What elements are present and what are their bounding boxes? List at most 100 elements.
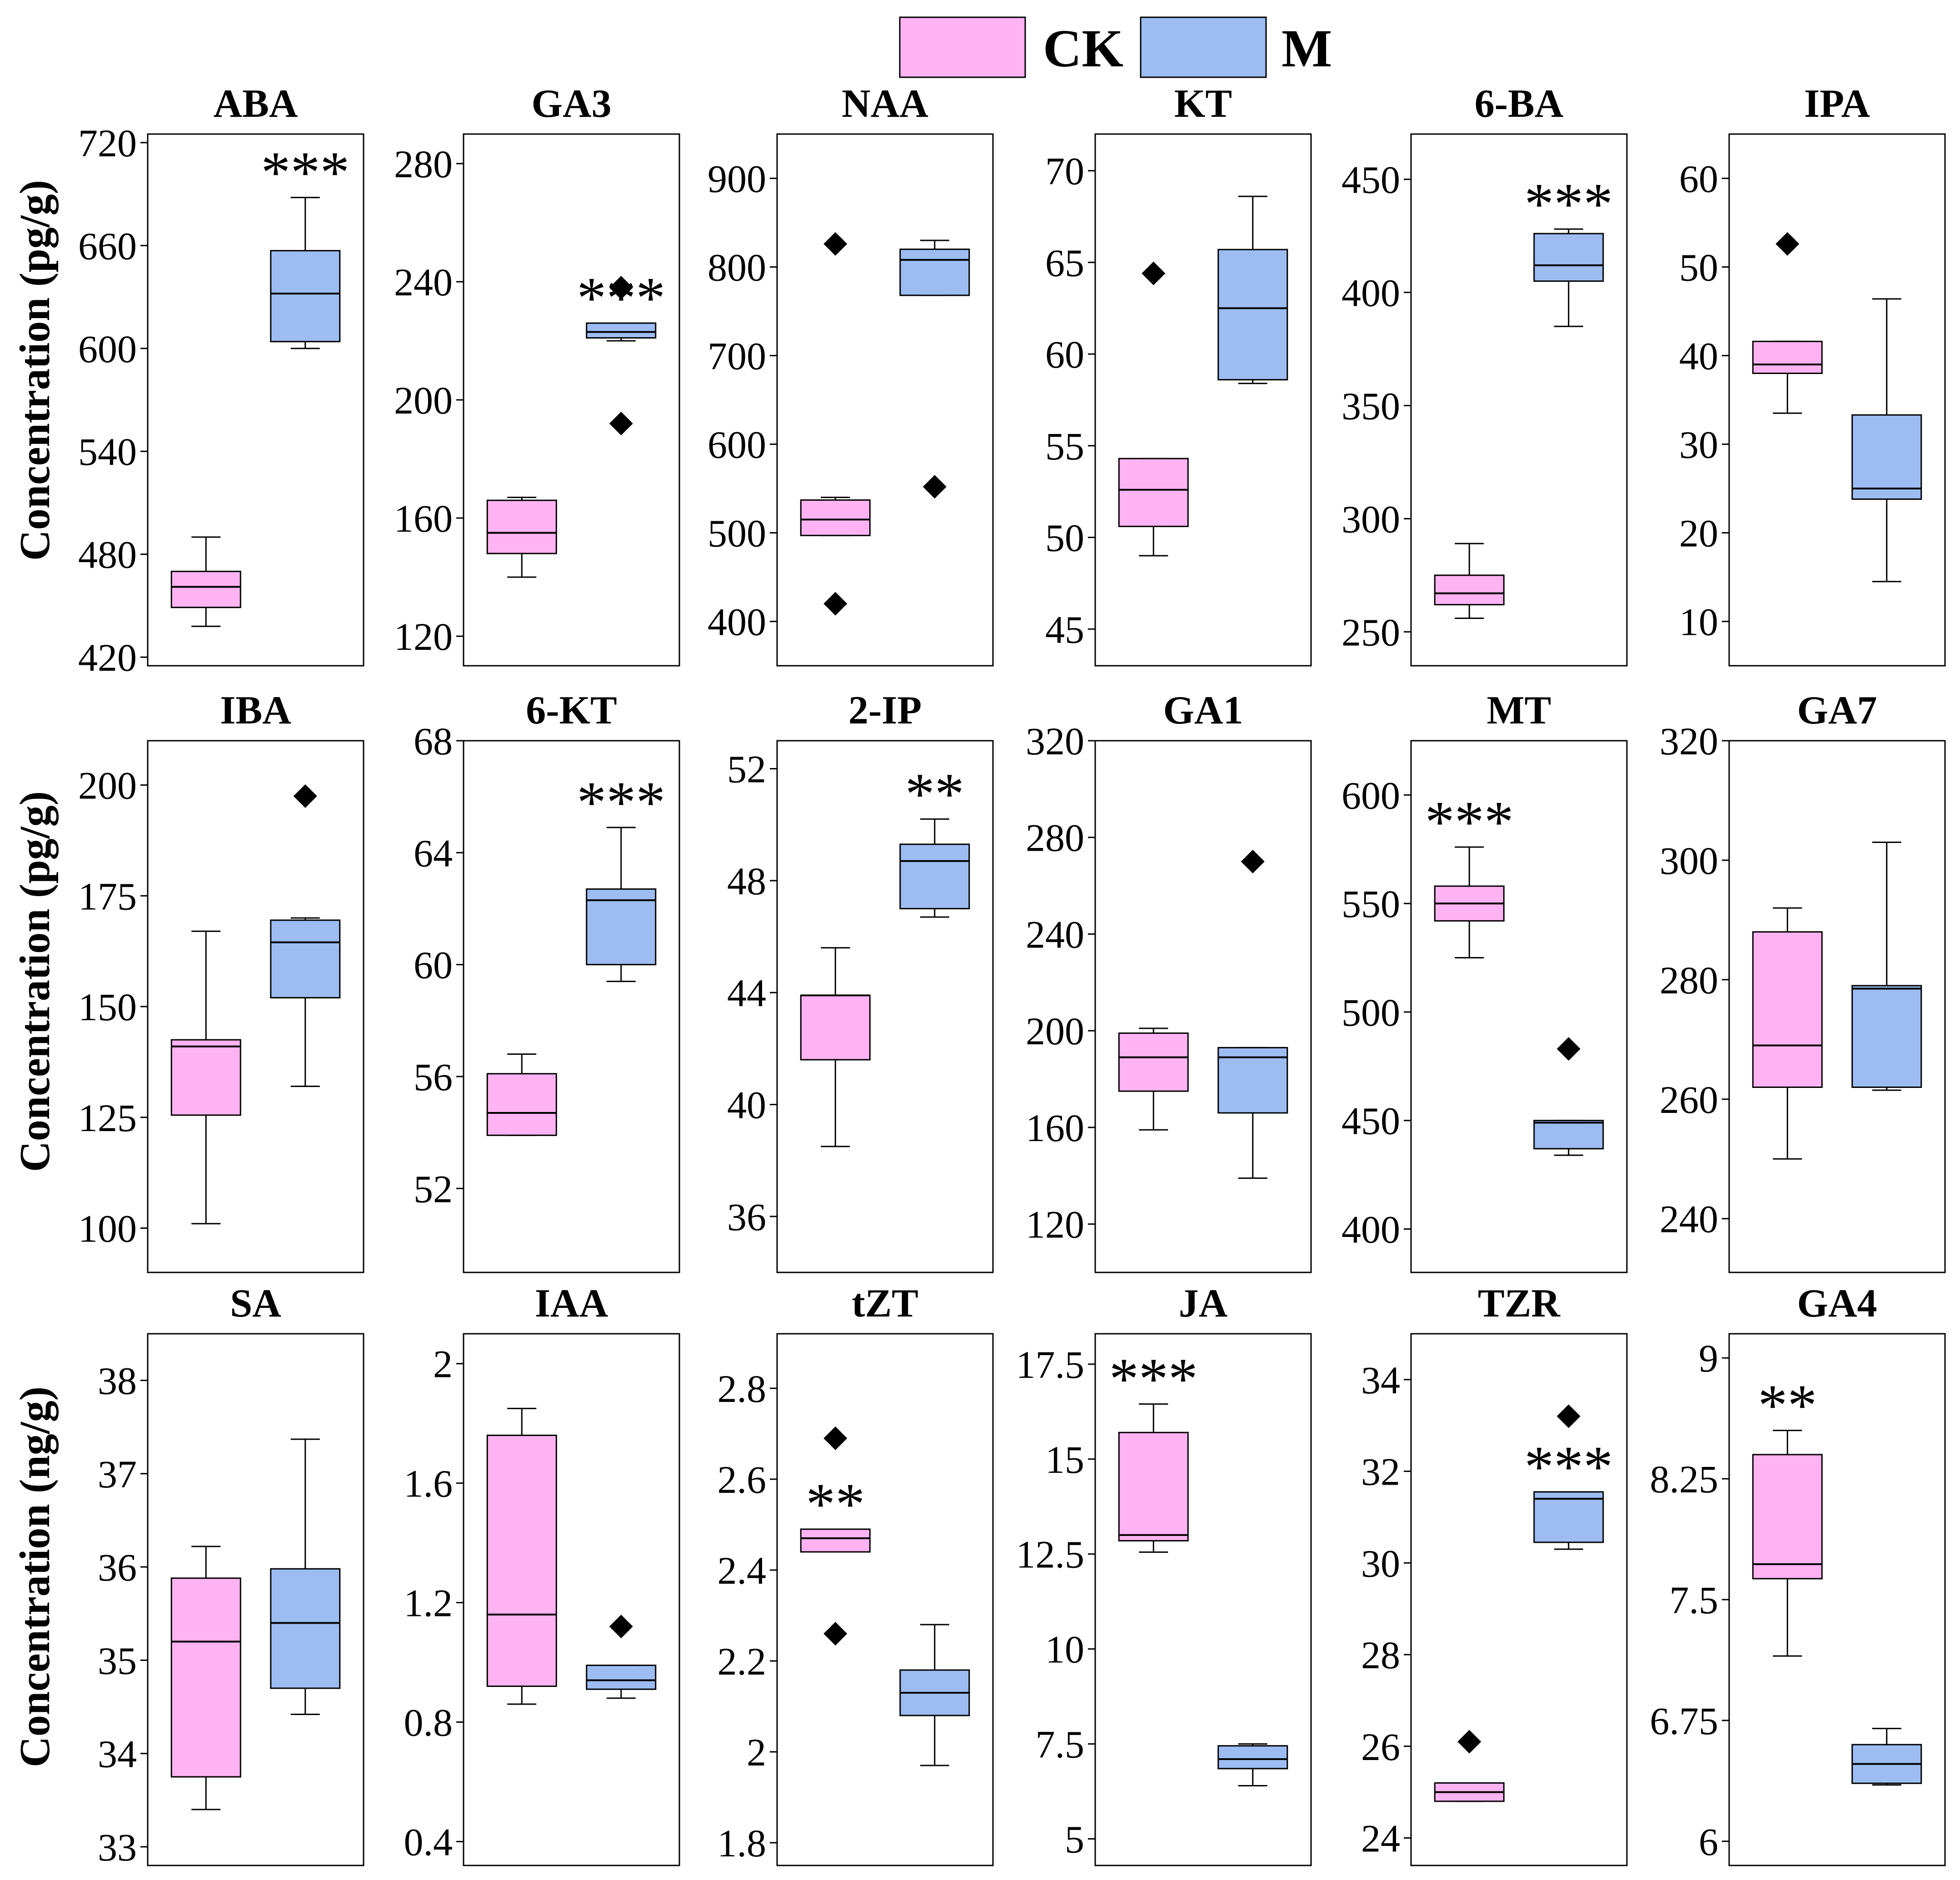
y-tick-label: 900 [708, 157, 766, 201]
y-tick-label: 720 [78, 121, 137, 165]
box-iqr [1752, 340, 1823, 374]
panel-title: tZT [852, 1282, 918, 1326]
box-iqr [1533, 233, 1604, 282]
legend-swatch-m [1140, 16, 1267, 78]
y-tick-label: 28 [1361, 1633, 1400, 1677]
y-tick-label: 250 [1342, 610, 1400, 654]
panel-ga3: GA3 120 160 200 240 280 *** [394, 82, 680, 667]
panel-ga7: GA7 240 260 280 300 320 [1660, 688, 1946, 1273]
box-iqr [586, 1665, 657, 1690]
box-iqr [1217, 1047, 1288, 1114]
plot-frame [147, 133, 364, 667]
panel-title: MT [1487, 688, 1551, 733]
box-m [270, 784, 341, 1087]
y-tick-label: 280 [394, 142, 453, 186]
y-tick-label: 160 [1026, 1106, 1084, 1150]
box-iqr [170, 1039, 241, 1116]
box-ck [486, 1053, 557, 1136]
significance-label: *** [1524, 171, 1613, 237]
box-iqr [1752, 931, 1823, 1088]
plot-frame [776, 133, 994, 667]
box-m [270, 197, 341, 349]
plot-frame [1094, 1333, 1312, 1866]
y-tick-label: 300 [1660, 839, 1718, 883]
panel-mt: MT 400 450 500 550 600 *** [1342, 688, 1628, 1273]
box-iqr [800, 1528, 871, 1553]
y-tick-label: 320 [1026, 719, 1084, 763]
box-ck [1752, 907, 1823, 1160]
y-tick-label: 660 [78, 224, 137, 268]
y-tick-label: 12.5 [1016, 1533, 1085, 1576]
box-iqr [486, 1073, 557, 1136]
y-tick-label: 200 [1026, 1009, 1084, 1053]
y-tick-label: 600 [1342, 773, 1400, 817]
y-tick-label: 2 [747, 1730, 766, 1774]
box-iqr [1118, 1431, 1189, 1541]
y-tick-label: 24 [1361, 1816, 1400, 1860]
y-tick-label: 320 [1660, 719, 1718, 763]
significance-label: *** [1524, 1434, 1613, 1500]
y-tick-label: 7.5 [1036, 1723, 1085, 1766]
y-tick-label: 2.6 [718, 1458, 767, 1501]
y-tick-label: 64 [414, 831, 453, 875]
box-iqr [586, 322, 657, 339]
box-ck [1434, 1730, 1505, 1802]
box-m [1851, 841, 1922, 1091]
box-iqr [800, 499, 871, 536]
plot-frame [463, 1333, 680, 1866]
legend-swatch-ck [899, 16, 1026, 78]
y-tick-label: 400 [1342, 271, 1400, 315]
box-ck [800, 232, 871, 616]
box-iqr [800, 994, 871, 1061]
panel-title: 6-KT [526, 688, 617, 733]
panel-title: GA4 [1797, 1282, 1877, 1326]
y-tick-label: 200 [394, 379, 453, 422]
y-tick-label: 6.75 [1650, 1699, 1719, 1743]
outlier-point [923, 475, 947, 499]
y-tick-label: 800 [708, 246, 766, 289]
panel-title: IAA [535, 1282, 608, 1326]
y-tick-label: 280 [1660, 958, 1718, 1002]
box-m [270, 1438, 341, 1715]
y-tick-label: 160 [394, 497, 453, 540]
outlier-point [823, 1622, 848, 1646]
plot-frame [1728, 133, 1946, 667]
box-iqr [486, 499, 557, 554]
box-iqr [486, 1434, 557, 1687]
panel-tzt: tZT 1.8 2 2.2 2.4 2.6 2.8 ** [718, 1282, 994, 1866]
box-m [586, 1615, 657, 1699]
box-iqr [1752, 1454, 1823, 1580]
box-iqr [270, 1568, 341, 1689]
y-tick-label: 40 [727, 1083, 766, 1127]
panel-title: 6-BA [1475, 82, 1564, 126]
box-m [899, 239, 970, 499]
plot-frame [463, 740, 680, 1273]
significance-label: *** [1109, 1346, 1198, 1412]
plot-frame [147, 1333, 364, 1866]
y-tick-label: 450 [1342, 158, 1400, 202]
box-m [586, 276, 657, 435]
y-tick-label: 2 [433, 1342, 453, 1386]
box-iqr [899, 249, 970, 296]
box-ck [1752, 1430, 1823, 1657]
box-iqr [170, 1577, 241, 1778]
y-tick-label: 100 [78, 1207, 137, 1251]
box-m [899, 818, 970, 918]
legend: CK M [899, 16, 1332, 78]
y-tick-label: 120 [394, 615, 453, 658]
y-tick-label: 540 [78, 430, 137, 474]
y-tick-label: 200 [78, 764, 137, 808]
y-tick-label: 600 [708, 423, 766, 467]
plot-frame [776, 1333, 994, 1866]
y-tick-label: 5 [1065, 1818, 1084, 1861]
panel-title: JA [1179, 1282, 1228, 1326]
plot-frame [463, 133, 680, 667]
y-tick-label: 125 [78, 1096, 137, 1140]
box-ck [1118, 261, 1189, 557]
y-tick-label: 260 [1660, 1078, 1718, 1122]
y-tick-label: 37 [98, 1452, 137, 1496]
panel-title: TZR [1478, 1282, 1561, 1326]
y-tick-label: 70 [1045, 150, 1084, 193]
